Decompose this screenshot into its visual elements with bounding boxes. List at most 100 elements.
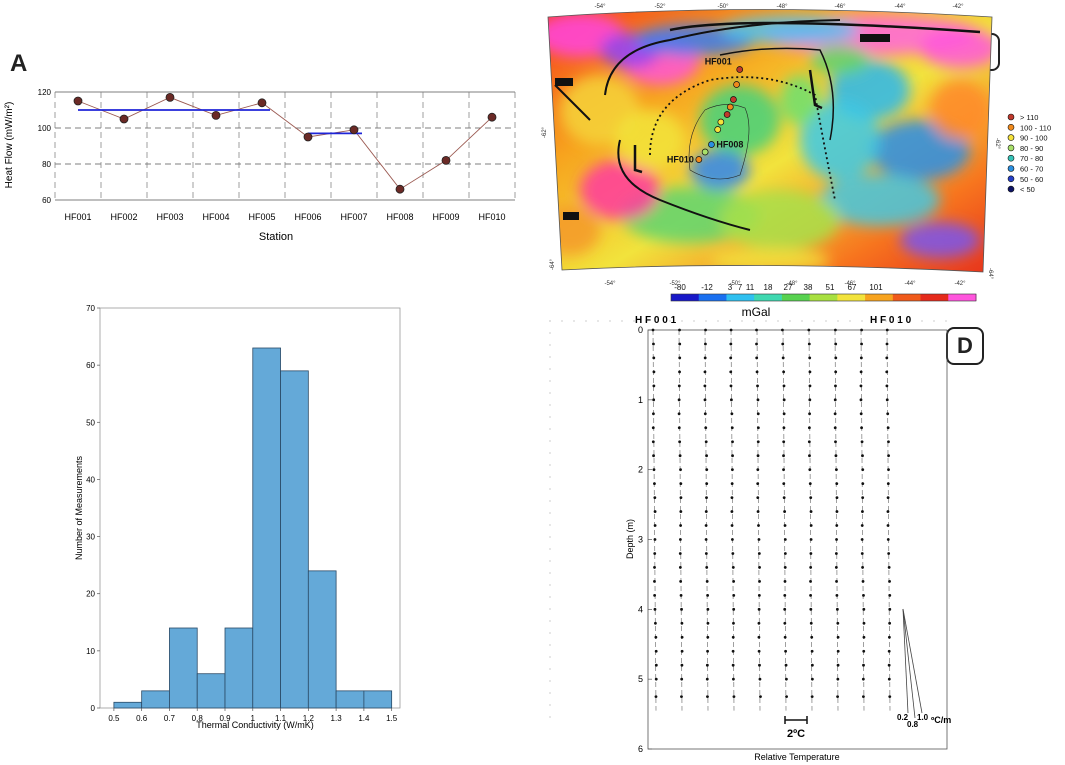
d-point [783,580,787,583]
d-point [680,621,684,625]
d-point [653,482,656,486]
d-point [809,566,813,569]
land-patch-west [555,78,573,86]
d-point [809,496,813,499]
d-point [731,649,735,653]
d-point [730,524,734,527]
colorbar-tick: 38 [804,283,813,292]
d-ytick: 5 [638,674,643,684]
d-point [781,342,785,346]
d-point [887,635,891,639]
colorbar-segment [781,294,811,301]
d-point [755,328,758,332]
d-point [781,356,785,360]
d-point [678,328,681,332]
d-point [783,524,787,527]
fault-marker-l2 [633,145,643,174]
a-xtick: HF005 [248,212,275,222]
d-point [706,695,709,699]
panel-label-d: D [946,327,984,365]
c-bar-3 [196,673,226,709]
d-point [783,607,787,611]
a-point-hf006 [303,132,313,142]
d-point [652,468,656,472]
d-point [654,677,658,681]
d-point [782,370,786,374]
d-point [706,649,709,653]
d-point [784,649,787,653]
c-xtick: 1.5 [386,714,398,723]
d-point [836,677,840,681]
d-point [860,426,863,430]
d-point [704,426,708,430]
d-point [782,482,786,486]
d-point [860,342,863,346]
d-point [756,468,760,472]
c-xtick: 0.8 [192,714,204,723]
d-dotted-edge [645,320,647,322]
d-dotted-edge [549,488,551,490]
d-point [836,621,840,625]
d-point [677,426,681,430]
d-xlabel: Relative Temperature [754,752,839,762]
d-point [677,384,681,388]
d-point [859,356,863,360]
lat-tick-bl: -64° [550,258,556,270]
d-point [731,635,735,639]
colorbar-segment [671,294,700,301]
heat-flow-chart: 60 80 100 120 HF001 HF002 HF003 HF004 HF005 HF006… [4,88,516,243]
d-point [808,384,812,388]
d-point [756,398,760,402]
d-point [756,496,760,499]
a-xtick: HF001 [64,212,91,222]
d-point [759,695,762,699]
a-ytick: 80 [42,160,51,169]
c-xtick: 1.2 [303,714,315,723]
d-point [809,524,813,527]
c-xtick: 1.1 [275,714,287,723]
d-point [834,454,838,458]
legend-label: > 110 [1020,113,1038,122]
c-xtick: 1.4 [358,714,370,723]
station-marker [736,66,744,73]
d-point [807,342,811,346]
d-point [835,580,838,583]
c-xlabel: Thermal Conductivity (W/mK) [196,720,314,730]
lon-tick-bottom: -44° [904,281,916,287]
d-dotted-edge [549,500,551,502]
c-bar-6 [280,370,309,709]
d-point [859,384,863,388]
c-bar-8 [335,690,365,709]
d-point [679,593,683,597]
d-point [861,566,864,569]
d-point [730,496,734,499]
d-point [757,538,761,541]
d-point [679,580,683,583]
d-point [834,440,837,444]
station-marker [717,118,725,126]
station-marker [708,141,715,148]
colorbar-segment [754,294,783,301]
legend-swatch [1007,134,1015,141]
lon-tick-bottom: -50° [729,281,741,287]
d-point [704,538,708,541]
c-bar-9 [363,690,393,709]
d-point [835,607,839,611]
d-point [834,552,838,555]
d-point [730,412,734,416]
legend-swatch [1007,185,1015,193]
d-dotted-edge [873,320,875,322]
station-marker [726,103,734,111]
legend-label: 100 - 110 [1020,123,1051,132]
d-point [678,538,682,541]
d-point [807,328,811,332]
a-grid [54,91,516,201]
d-point [809,538,813,541]
d-point [862,635,866,639]
gradient-unit: ºC/m [931,715,951,725]
d-point [730,482,734,486]
d-point [807,440,811,444]
d-point [729,356,733,360]
d-point [835,496,839,499]
d-point [782,496,786,499]
